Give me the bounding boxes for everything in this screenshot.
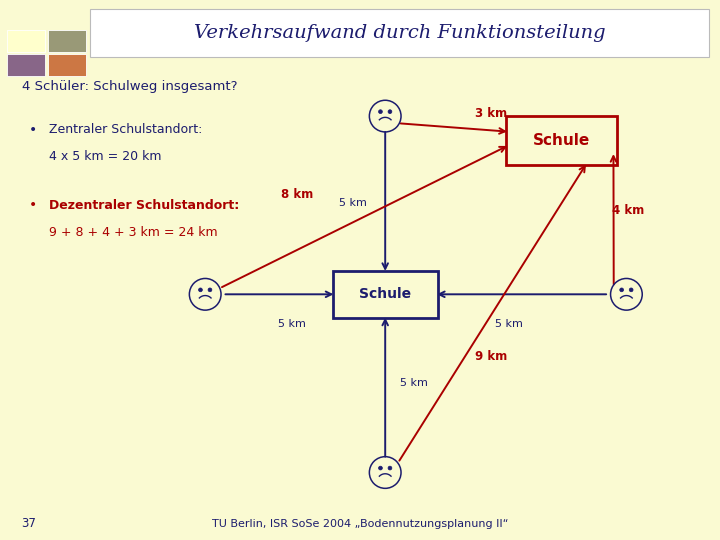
Ellipse shape [620,288,624,292]
Ellipse shape [208,288,212,292]
Ellipse shape [199,288,202,292]
Text: Schule: Schule [359,287,411,301]
Text: 5 km: 5 km [339,198,367,207]
Ellipse shape [629,288,633,292]
Text: 9 + 8 + 4 + 3 km = 24 km: 9 + 8 + 4 + 3 km = 24 km [49,226,217,239]
FancyBboxPatch shape [48,54,86,76]
Text: Dezentraler Schulstandort:: Dezentraler Schulstandort: [49,199,239,212]
Text: •: • [29,123,37,137]
Text: Verkehrsaufwand durch Funktionsteilung: Verkehrsaufwand durch Funktionsteilung [194,24,606,42]
Ellipse shape [379,110,382,113]
FancyBboxPatch shape [7,54,45,76]
FancyBboxPatch shape [506,116,617,165]
FancyBboxPatch shape [90,9,709,57]
Text: 4 x 5 km = 20 km: 4 x 5 km = 20 km [49,150,161,163]
Text: 3 km: 3 km [475,107,508,120]
FancyBboxPatch shape [333,271,438,318]
Text: TU Berlin, ISR SoSe 2004 „Bodennutzungsplanung II“: TU Berlin, ISR SoSe 2004 „Bodennutzungsp… [212,519,508,529]
Text: 5 km: 5 km [495,319,523,329]
Text: •: • [29,198,37,212]
Text: 5 km: 5 km [278,319,305,329]
Ellipse shape [388,466,392,470]
FancyBboxPatch shape [48,30,86,52]
Text: 4 km: 4 km [612,204,644,217]
Ellipse shape [388,110,392,113]
Text: 4 Schüler: Schulweg insgesamt?: 4 Schüler: Schulweg insgesamt? [22,80,237,93]
Text: 5 km: 5 km [400,379,428,388]
Text: 37: 37 [22,517,37,530]
Text: 8 km: 8 km [281,188,313,201]
Text: Zentraler Schulstandort:: Zentraler Schulstandort: [49,123,202,136]
Text: 9 km: 9 km [475,350,508,363]
Ellipse shape [379,466,382,470]
FancyBboxPatch shape [7,30,45,52]
Text: Schule: Schule [533,133,590,148]
